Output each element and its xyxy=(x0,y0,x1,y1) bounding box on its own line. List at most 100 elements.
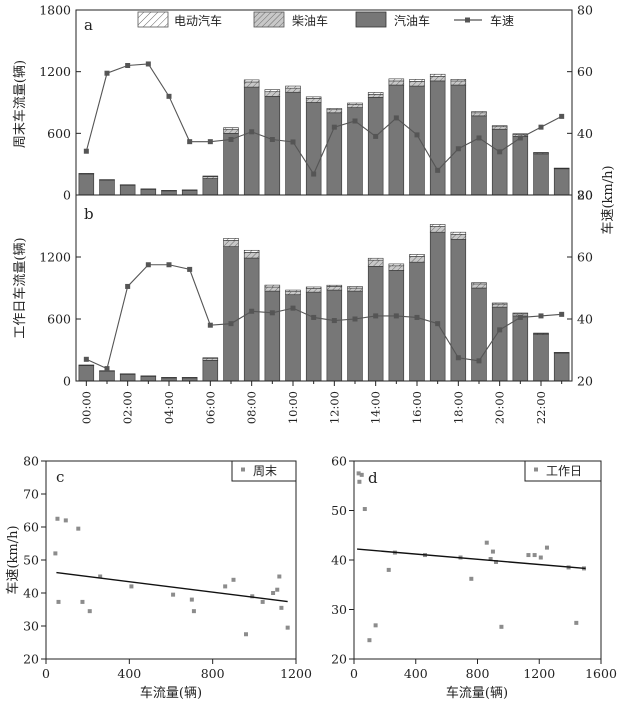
speed-point xyxy=(125,283,131,289)
bar-ev xyxy=(388,263,405,267)
speed-point xyxy=(104,70,110,76)
bar-gasoline xyxy=(471,287,487,382)
speed-point xyxy=(559,113,565,119)
speed-point xyxy=(228,137,234,142)
bar-gasoline xyxy=(264,290,281,382)
panel-c-x-ticks: 0 400 800 1200 xyxy=(42,659,312,681)
bar-ev xyxy=(367,92,384,95)
bar-gasoline xyxy=(78,173,95,196)
speed-point xyxy=(331,318,337,324)
bar-diesel xyxy=(450,80,467,86)
panel-a: a 周末车流量(辆) 0 600 1200 1800 20 40 60 80 电动汽车 柴油… xyxy=(12,3,593,203)
scatter-point xyxy=(271,591,276,595)
speed-point xyxy=(207,139,213,145)
panel-d-y-ticks: 20 30 40 50 60 xyxy=(331,454,354,667)
scatter-point xyxy=(499,624,504,629)
bar-gasoline xyxy=(99,370,115,382)
scatter-point xyxy=(279,605,284,610)
speed-point xyxy=(166,262,172,268)
speed-point xyxy=(249,308,255,314)
scatter-point xyxy=(223,584,228,589)
bar-gasoline xyxy=(388,84,405,196)
scatter-point xyxy=(277,574,282,579)
speed-point xyxy=(497,149,503,155)
scatter-point xyxy=(244,632,248,637)
x-tick-label: 00:00 xyxy=(79,391,93,424)
x-tick-label: 400 xyxy=(117,666,141,681)
bar-ev xyxy=(202,175,219,177)
speed-point xyxy=(331,124,337,130)
bar-ev xyxy=(264,89,281,93)
panel-b-ylabel: 工作日车流量(辆) xyxy=(12,237,28,338)
y-tick-label: 1200 xyxy=(39,64,71,79)
bar-ev xyxy=(367,257,384,261)
scatter-point xyxy=(260,599,265,604)
x-tick-label: 0 xyxy=(350,666,358,681)
legend-speed-label: 车速 xyxy=(490,13,514,28)
speed-point xyxy=(83,356,89,362)
panel-b-label: b xyxy=(84,205,94,223)
panel-c: c 车速(km/h) 车流量(辆) 周末 0 400 800 1200 20 30 40 5… xyxy=(5,454,312,702)
speed-point xyxy=(352,118,358,124)
x-tick-label: 10:00 xyxy=(286,391,300,424)
scatter-point xyxy=(250,594,255,599)
panel-b-marks xyxy=(78,224,570,382)
bar-ev xyxy=(429,224,446,227)
shared-y2label: 车速(km/h) xyxy=(600,165,616,234)
speed-point xyxy=(145,61,151,67)
bar-ev xyxy=(409,254,425,257)
x-tick-label: 800 xyxy=(201,666,225,681)
y-tick-label: 30 xyxy=(23,619,39,634)
speed-point xyxy=(145,262,151,268)
panel-c-ylabel: 车速(km/h) xyxy=(5,525,21,594)
bar-gasoline xyxy=(367,97,384,196)
bar-gasoline xyxy=(450,84,467,196)
speed-point xyxy=(435,321,441,327)
bar-ev xyxy=(223,238,239,241)
x-tick-label: 22:00 xyxy=(534,391,548,424)
speed-line xyxy=(85,63,562,176)
bar-gasoline xyxy=(140,376,157,382)
y-tick-label: 70 xyxy=(23,487,39,502)
speed-point xyxy=(166,93,172,99)
scatter-point xyxy=(532,553,537,558)
bar-gasoline xyxy=(533,153,549,196)
scatter-point xyxy=(488,557,493,562)
speed-point xyxy=(187,139,193,145)
bar-diesel xyxy=(202,357,219,361)
x-tick-label: 400 xyxy=(404,666,428,681)
bar-gasoline xyxy=(367,265,384,382)
bar-ev xyxy=(512,312,529,315)
scatter-point xyxy=(275,587,280,592)
speed-point xyxy=(497,327,503,333)
speed-point xyxy=(393,115,399,121)
speed-point xyxy=(393,313,399,319)
bar-diesel xyxy=(264,91,281,97)
bar-diesel xyxy=(305,288,322,293)
bar-ev xyxy=(512,133,529,135)
bar-diesel xyxy=(471,283,487,289)
fit-line xyxy=(56,571,288,603)
y-tick-label: 600 xyxy=(47,126,71,141)
speed-point xyxy=(187,266,193,272)
bar-ev xyxy=(471,111,487,114)
bar-ev xyxy=(243,249,260,253)
speed-point xyxy=(373,133,379,139)
y2-tick-label: 20 xyxy=(577,374,593,389)
bar-gasoline xyxy=(388,270,405,382)
bar-gasoline xyxy=(553,168,570,196)
panel-a-label: a xyxy=(84,16,93,34)
speed-point xyxy=(125,63,131,68)
speed-point xyxy=(269,310,275,316)
panel-d-x-ticks: 0 400 800 1200 1600 xyxy=(350,659,617,681)
bar-diesel xyxy=(285,291,301,296)
panel-d: d 车流量(辆) 工作日 0 400 800 1200 1600 20 30 40 50 60 xyxy=(331,454,617,702)
bar-gasoline xyxy=(264,96,281,196)
bar-gasoline xyxy=(491,306,508,382)
scatter-point xyxy=(484,540,489,545)
scatter-point xyxy=(191,609,196,614)
bar-gasoline xyxy=(223,133,239,196)
bar-gasoline xyxy=(181,190,198,196)
legend-gasoline-swatch xyxy=(355,11,387,28)
bar-gasoline xyxy=(140,189,157,196)
